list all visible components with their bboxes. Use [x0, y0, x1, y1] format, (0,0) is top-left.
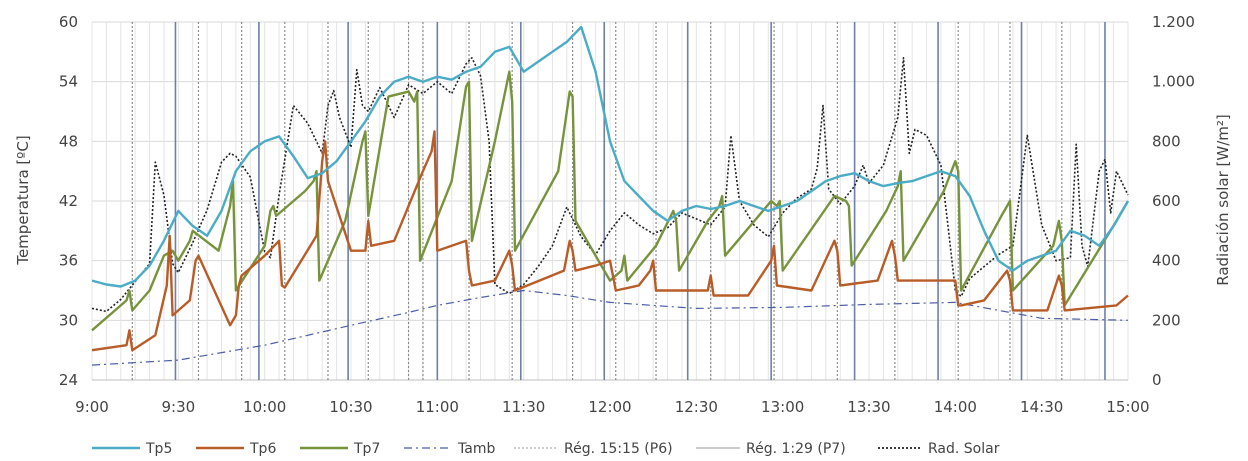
legend: Tp5 Tp6 Tp7 Tamb Rég. 15:15 (P6) Rég. 1:29 (P… — [92, 441, 1000, 457]
plot-lines — [91, 25, 1130, 366]
series-tp5-line — [91, 25, 1130, 288]
x-tick-label: 12:00 — [588, 398, 631, 416]
x-tick-label: 14:30 — [1020, 398, 1063, 416]
y2-tick-label: 800 — [1152, 132, 1181, 150]
x-tick-label: 13:00 — [761, 398, 804, 416]
y-tick-label: 48 — [59, 132, 78, 150]
series-tp7-line — [91, 70, 1130, 332]
y-tick-label: 24 — [59, 371, 78, 389]
y2-tick-label: 0 — [1152, 371, 1162, 389]
legend-label: Tamb — [457, 441, 495, 457]
x-tick-label: 15:00 — [1106, 398, 1149, 416]
x-tick-label: 14:00 — [934, 398, 977, 416]
y-tick-label: 60 — [59, 13, 78, 31]
x-tick-label: 12:30 — [675, 398, 718, 416]
y2-tick-label: 200 — [1152, 311, 1181, 329]
legend-label: Tp7 — [353, 441, 380, 457]
left-axis: 24 30 36 42 48 54 60 — [59, 13, 78, 389]
y2-tick-label: 1.000 — [1152, 73, 1195, 91]
y2-tick-label: 600 — [1152, 192, 1181, 210]
x-tick-label: 9:30 — [161, 398, 195, 416]
right-axis: 0 200 400 600 800 1.000 1.200 — [1152, 13, 1195, 389]
y-tick-label: 36 — [59, 252, 78, 270]
grid — [91, 21, 1129, 381]
x-tick-label: 9:00 — [75, 398, 109, 416]
x-axis: 9:00 9:30 10:00 10:30 11:00 11:30 12:00 12:30 13… — [75, 398, 1149, 416]
x-tick-label: 10:00 — [243, 398, 286, 416]
y2-tick-label: 400 — [1152, 252, 1181, 270]
y-tick-label: 30 — [59, 311, 78, 329]
x-tick-label: 13:30 — [847, 398, 890, 416]
legend-label: Rad. Solar — [928, 441, 1000, 457]
legend-label: Tp6 — [249, 441, 276, 457]
y-tick-label: 54 — [59, 73, 78, 91]
x-tick-label: 11:30 — [502, 398, 545, 416]
x-tick-label: 10:30 — [329, 398, 372, 416]
y2-axis-title: Radiación solar [W/m²] — [1214, 114, 1232, 286]
series-tamb-line — [91, 289, 1129, 366]
legend-label: Rég. 1:29 (P7) — [746, 441, 846, 457]
legend-label: Tp5 — [145, 441, 172, 457]
x-tick-label: 11:00 — [416, 398, 459, 416]
y-axis-title: Temperatura [ºC] — [14, 135, 32, 265]
y-tick-label: 42 — [59, 192, 78, 210]
y2-tick-label: 1.200 — [1152, 13, 1195, 31]
legend-label: Rég. 15:15 (P6) — [564, 441, 673, 457]
series-rad-solar-line — [91, 56, 1129, 313]
series-tp6-line — [91, 130, 1129, 352]
